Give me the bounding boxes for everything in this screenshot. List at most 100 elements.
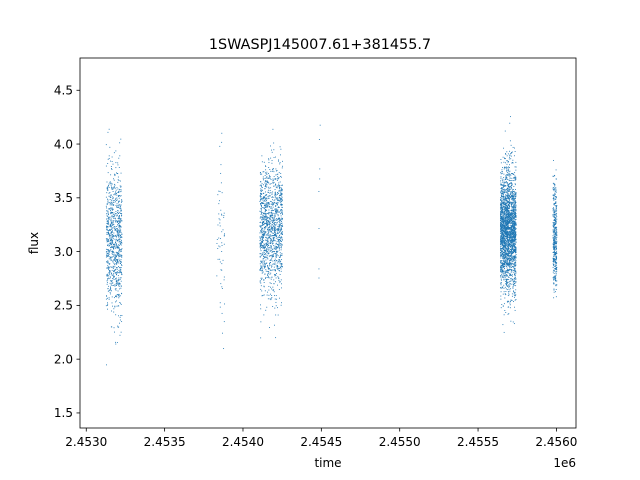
data-point — [263, 200, 265, 202]
data-point — [110, 286, 111, 288]
data-point — [107, 238, 109, 240]
data-point — [281, 190, 283, 192]
data-point — [273, 324, 275, 326]
data-point — [118, 285, 120, 287]
data-point — [111, 234, 113, 236]
data-point — [274, 229, 276, 231]
data-point — [508, 207, 510, 209]
data-point — [264, 204, 266, 206]
data-point — [260, 255, 262, 257]
data-point — [120, 190, 122, 192]
data-point — [502, 193, 504, 195]
data-point — [107, 172, 109, 174]
data-point — [108, 267, 109, 269]
data-point — [271, 203, 273, 205]
data-point — [280, 270, 282, 272]
data-point — [274, 234, 275, 236]
data-point — [503, 226, 505, 228]
data-point — [552, 243, 554, 245]
data-point — [110, 210, 112, 212]
data-point — [112, 246, 113, 248]
data-point — [273, 203, 275, 205]
data-point — [262, 232, 264, 234]
data-point — [119, 319, 121, 321]
data-point — [506, 278, 508, 280]
data-point — [512, 252, 514, 253]
data-point — [119, 237, 121, 239]
data-point — [506, 253, 508, 255]
data-point — [275, 337, 277, 339]
data-point — [513, 255, 515, 257]
data-point — [508, 244, 509, 246]
data-point — [507, 306, 509, 308]
data-point — [513, 229, 515, 231]
data-point — [259, 232, 261, 234]
data-point — [509, 198, 511, 200]
data-point — [506, 285, 508, 287]
data-point — [110, 259, 112, 261]
data-point — [506, 259, 508, 261]
data-point — [513, 264, 515, 266]
data-point — [106, 229, 108, 231]
data-point — [262, 237, 264, 239]
data-point — [514, 236, 516, 238]
data-point — [271, 297, 273, 299]
data-point — [111, 251, 113, 253]
data-point — [280, 265, 282, 267]
data-point — [275, 255, 277, 257]
data-point — [513, 243, 515, 245]
data-point — [277, 237, 279, 239]
data-point — [113, 254, 115, 256]
data-point — [116, 253, 118, 255]
data-point — [279, 256, 281, 258]
data-point — [109, 203, 111, 204]
data-point — [110, 212, 112, 214]
data-point — [270, 157, 272, 159]
data-point — [508, 279, 510, 280]
data-point — [500, 203, 502, 205]
data-point — [114, 284, 116, 286]
data-point — [117, 210, 119, 212]
data-point — [510, 186, 512, 188]
data-point — [512, 198, 514, 200]
data-point — [266, 234, 268, 236]
data-point — [278, 187, 280, 189]
data-point — [281, 263, 283, 265]
data-point — [274, 215, 276, 217]
data-point — [505, 203, 507, 205]
data-point — [265, 309, 267, 311]
data-point — [264, 231, 266, 232]
data-point — [510, 152, 512, 154]
data-point — [515, 210, 517, 212]
data-point — [113, 235, 114, 237]
data-point — [277, 185, 279, 187]
data-point — [501, 212, 503, 214]
data-point — [111, 161, 113, 162]
data-point — [117, 245, 119, 247]
data-point — [505, 239, 506, 241]
data-point — [279, 189, 281, 191]
data-point — [110, 237, 112, 239]
data-point — [280, 212, 282, 214]
data-point — [271, 208, 273, 210]
data-point — [119, 220, 121, 222]
data-point — [505, 248, 507, 250]
data-point — [264, 211, 266, 212]
data-point — [504, 240, 506, 241]
data-point — [115, 228, 117, 230]
data-point — [506, 301, 508, 303]
data-point — [502, 262, 504, 264]
data-point — [260, 203, 262, 205]
data-point — [265, 236, 267, 238]
data-point — [515, 273, 517, 275]
data-point — [280, 191, 282, 193]
data-point — [508, 253, 510, 255]
data-point — [509, 234, 511, 236]
data-point — [271, 227, 273, 229]
data-point — [118, 190, 120, 192]
data-point — [509, 243, 511, 245]
data-point — [263, 205, 265, 206]
data-point — [107, 262, 109, 264]
data-point — [505, 214, 507, 215]
data-point — [262, 184, 264, 186]
